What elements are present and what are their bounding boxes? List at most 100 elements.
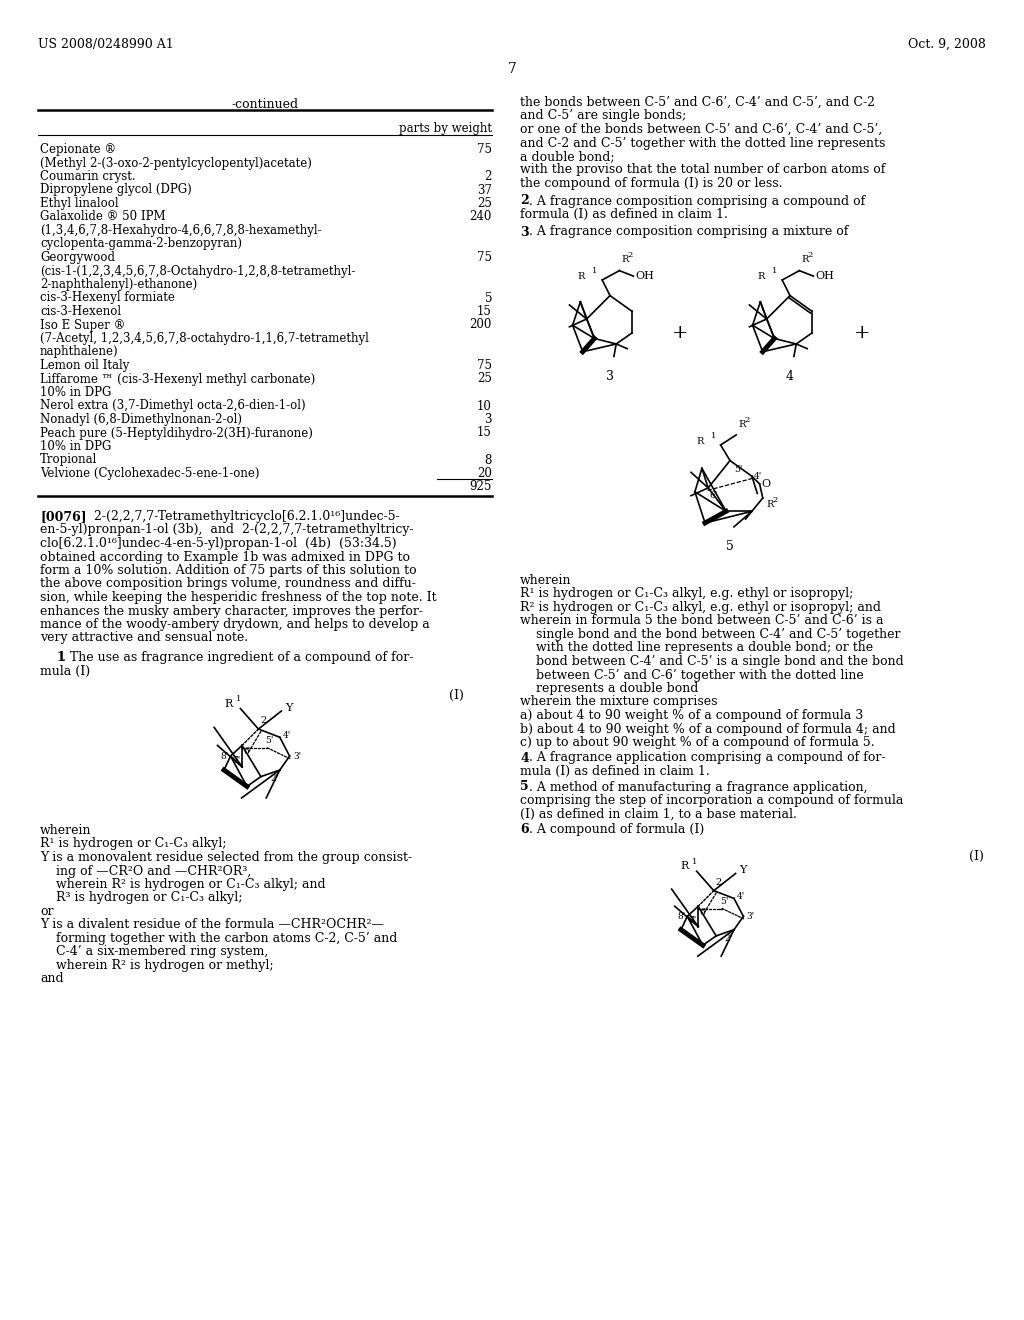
- Text: mula (I): mula (I): [40, 664, 90, 677]
- Text: 4: 4: [520, 751, 528, 764]
- Text: Y: Y: [286, 702, 293, 713]
- Text: 6': 6': [699, 908, 708, 917]
- Text: Ethyl linalool: Ethyl linalool: [40, 197, 119, 210]
- Text: 10: 10: [477, 400, 492, 412]
- Text: 10% in DPG: 10% in DPG: [40, 440, 112, 453]
- Text: (1,3,4,6,7,8-Hexahydro-4,6,6,7,8,8-hexamethyl-: (1,3,4,6,7,8-Hexahydro-4,6,6,7,8,8-hexam…: [40, 224, 322, 238]
- Text: mance of the woody-ambery drydown, and helps to develop a: mance of the woody-ambery drydown, and h…: [40, 618, 430, 631]
- Text: O: O: [761, 479, 770, 488]
- Text: or: or: [40, 906, 53, 917]
- Text: 4': 4': [754, 471, 762, 480]
- Text: R: R: [802, 255, 809, 264]
- Text: 5': 5': [265, 735, 273, 744]
- Text: 200: 200: [470, 318, 492, 331]
- Text: Peach pure (5-Heptyldihydro-2(3H)-furanone): Peach pure (5-Heptyldihydro-2(3H)-furano…: [40, 426, 313, 440]
- Text: b) about 4 to 90 weight % of a compound of formula 4; and: b) about 4 to 90 weight % of a compound …: [520, 722, 896, 735]
- Text: R: R: [622, 255, 629, 264]
- Text: 75: 75: [477, 251, 492, 264]
- Text: obtained according to Example 1b was admixed in DPG to: obtained according to Example 1b was adm…: [40, 550, 410, 564]
- Text: very attractive and sensual note.: very attractive and sensual note.: [40, 631, 248, 644]
- Text: with the proviso that the total number of carbon atoms of: with the proviso that the total number o…: [520, 164, 886, 177]
- Text: clo[6.2.1.0¹⁶]undec-4-en-5-yl)propan-1-ol  (4b)  (53:34.5): clo[6.2.1.0¹⁶]undec-4-en-5-yl)propan-1-o…: [40, 537, 396, 550]
- Text: 6: 6: [520, 822, 528, 836]
- Text: 3: 3: [520, 226, 528, 239]
- Text: 240: 240: [470, 210, 492, 223]
- Text: [0076]: [0076]: [40, 510, 87, 523]
- Text: Iso E Super ®: Iso E Super ®: [40, 318, 125, 331]
- Text: cyclopenta-gamma-2-benzopyran): cyclopenta-gamma-2-benzopyran): [40, 238, 242, 251]
- Text: ing of —CR²O and —CHR²OR³,: ing of —CR²O and —CHR²OR³,: [56, 865, 251, 878]
- Text: 15: 15: [477, 305, 492, 318]
- Text: 7': 7': [688, 916, 696, 925]
- Text: R² is hydrogen or C₁-C₃ alkyl, e.g. ethyl or isopropyl; and: R² is hydrogen or C₁-C₃ alkyl, e.g. ethy…: [520, 601, 881, 614]
- Text: R: R: [767, 500, 774, 508]
- Text: parts by weight: parts by weight: [399, 121, 492, 135]
- Text: 2-naphthalenyl)-ethanone): 2-naphthalenyl)-ethanone): [40, 279, 198, 290]
- Text: Coumarin cryst.: Coumarin cryst.: [40, 170, 135, 183]
- Text: single bond and the bond between C-4’ and C-5’ together: single bond and the bond between C-4’ an…: [536, 628, 900, 642]
- Text: 75: 75: [477, 143, 492, 156]
- Text: 1: 1: [692, 858, 697, 866]
- Text: 2: 2: [520, 194, 528, 207]
- Text: en-5-yl)pronpan-1-ol (3b),  and  2-(2,2,7,7-tetramethyltricy-: en-5-yl)pronpan-1-ol (3b), and 2-(2,2,7,…: [40, 524, 414, 536]
- Text: 3: 3: [606, 370, 614, 383]
- Text: -continued: -continued: [231, 98, 299, 111]
- Text: Y: Y: [739, 866, 746, 875]
- Text: and C-2 and C-5’ together with the dotted line represents: and C-2 and C-5’ together with the dotte…: [520, 136, 886, 149]
- Text: and: and: [40, 973, 63, 986]
- Text: 8': 8': [220, 751, 229, 760]
- Text: (Methyl 2-(3-oxo-2-pentylcyclopentyl)acetate): (Methyl 2-(3-oxo-2-pentylcyclopentyl)ace…: [40, 157, 312, 169]
- Text: Georgywood: Georgywood: [40, 251, 115, 264]
- Text: (I): (I): [969, 850, 984, 862]
- Text: . A fragrance application comprising a compound of for-: . A fragrance application comprising a c…: [529, 751, 886, 764]
- Text: (I) as defined in claim 1, to a base material.: (I) as defined in claim 1, to a base mat…: [520, 808, 797, 821]
- Text: 1: 1: [772, 267, 777, 275]
- Text: 1: 1: [56, 651, 65, 664]
- Text: 1: 1: [711, 433, 716, 441]
- Text: (I): (I): [450, 689, 464, 702]
- Text: 5': 5': [734, 465, 742, 474]
- Text: Nerol extra (3,7-Dimethyl octa-2,6-dien-1-ol): Nerol extra (3,7-Dimethyl octa-2,6-dien-…: [40, 400, 305, 412]
- Text: represents a double bond: represents a double bond: [536, 682, 698, 696]
- Text: Cepionate ®: Cepionate ®: [40, 143, 116, 156]
- Text: 4': 4': [283, 731, 291, 741]
- Text: OH: OH: [815, 271, 834, 281]
- Text: sion, while keeping the hesperidic freshness of the top note. It: sion, while keeping the hesperidic fresh…: [40, 591, 436, 605]
- Text: bond between C-4’ and C-5’ is a single bond and the bond: bond between C-4’ and C-5’ is a single b…: [536, 655, 904, 668]
- Text: 3: 3: [484, 413, 492, 426]
- Text: 15: 15: [477, 426, 492, 440]
- Text: the bonds between C-5’ and C-6’, C-4’ and C-5’, and C-2: the bonds between C-5’ and C-6’, C-4’ an…: [520, 96, 874, 110]
- Text: the above composition brings volume, roundness and diffu-: the above composition brings volume, rou…: [40, 578, 416, 590]
- Text: Velvione (Cyclohexadec-5-ene-1-one): Velvione (Cyclohexadec-5-ene-1-one): [40, 467, 259, 480]
- Text: Lemon oil Italy: Lemon oil Italy: [40, 359, 129, 372]
- Text: 2: 2: [744, 416, 750, 424]
- Text: the compound of formula (I) is 20 or less.: the compound of formula (I) is 20 or les…: [520, 177, 782, 190]
- Text: +: +: [672, 323, 688, 342]
- Text: R: R: [578, 272, 585, 281]
- Text: 5': 5': [720, 896, 728, 906]
- Text: 3': 3': [293, 751, 301, 760]
- Text: . A fragrance composition comprising a mixture of: . A fragrance composition comprising a m…: [529, 226, 848, 239]
- Text: with the dotted line represents a double bond; or the: with the dotted line represents a double…: [536, 642, 873, 655]
- Text: 1: 1: [237, 694, 242, 702]
- Text: 925: 925: [470, 480, 492, 494]
- Text: R³ is hydrogen or C₁-C₃ alkyl;: R³ is hydrogen or C₁-C₃ alkyl;: [56, 891, 243, 904]
- Text: cis-3-Hexenol: cis-3-Hexenol: [40, 305, 121, 318]
- Text: 6': 6': [710, 491, 718, 500]
- Text: (7-Acetyl, 1,2,3,4,5,6,7,8-octahydro-1,1,6,7-tetramethyl: (7-Acetyl, 1,2,3,4,5,6,7,8-octahydro-1,1…: [40, 333, 369, 345]
- Text: wherein R² is hydrogen or C₁-C₃ alkyl; and: wherein R² is hydrogen or C₁-C₃ alkyl; a…: [56, 878, 326, 891]
- Text: naphthalene): naphthalene): [40, 346, 119, 359]
- Text: wherein the mixture comprises: wherein the mixture comprises: [520, 696, 718, 709]
- Text: 2: 2: [716, 878, 722, 887]
- Text: 5: 5: [484, 292, 492, 305]
- Text: R: R: [696, 437, 703, 446]
- Text: 75: 75: [477, 359, 492, 372]
- Text: Oct. 9, 2008: Oct. 9, 2008: [908, 38, 986, 51]
- Text: between C-5’ and C-6’ together with the dotted line: between C-5’ and C-6’ together with the …: [536, 668, 864, 681]
- Text: 6': 6': [244, 747, 252, 756]
- Text: 8: 8: [484, 454, 492, 466]
- Text: 10% in DPG: 10% in DPG: [40, 385, 112, 399]
- Text: Y is a divalent residue of the formula —CHR²OCHR²—: Y is a divalent residue of the formula —…: [40, 919, 384, 932]
- Text: 5: 5: [520, 780, 528, 793]
- Text: 4': 4': [737, 892, 745, 902]
